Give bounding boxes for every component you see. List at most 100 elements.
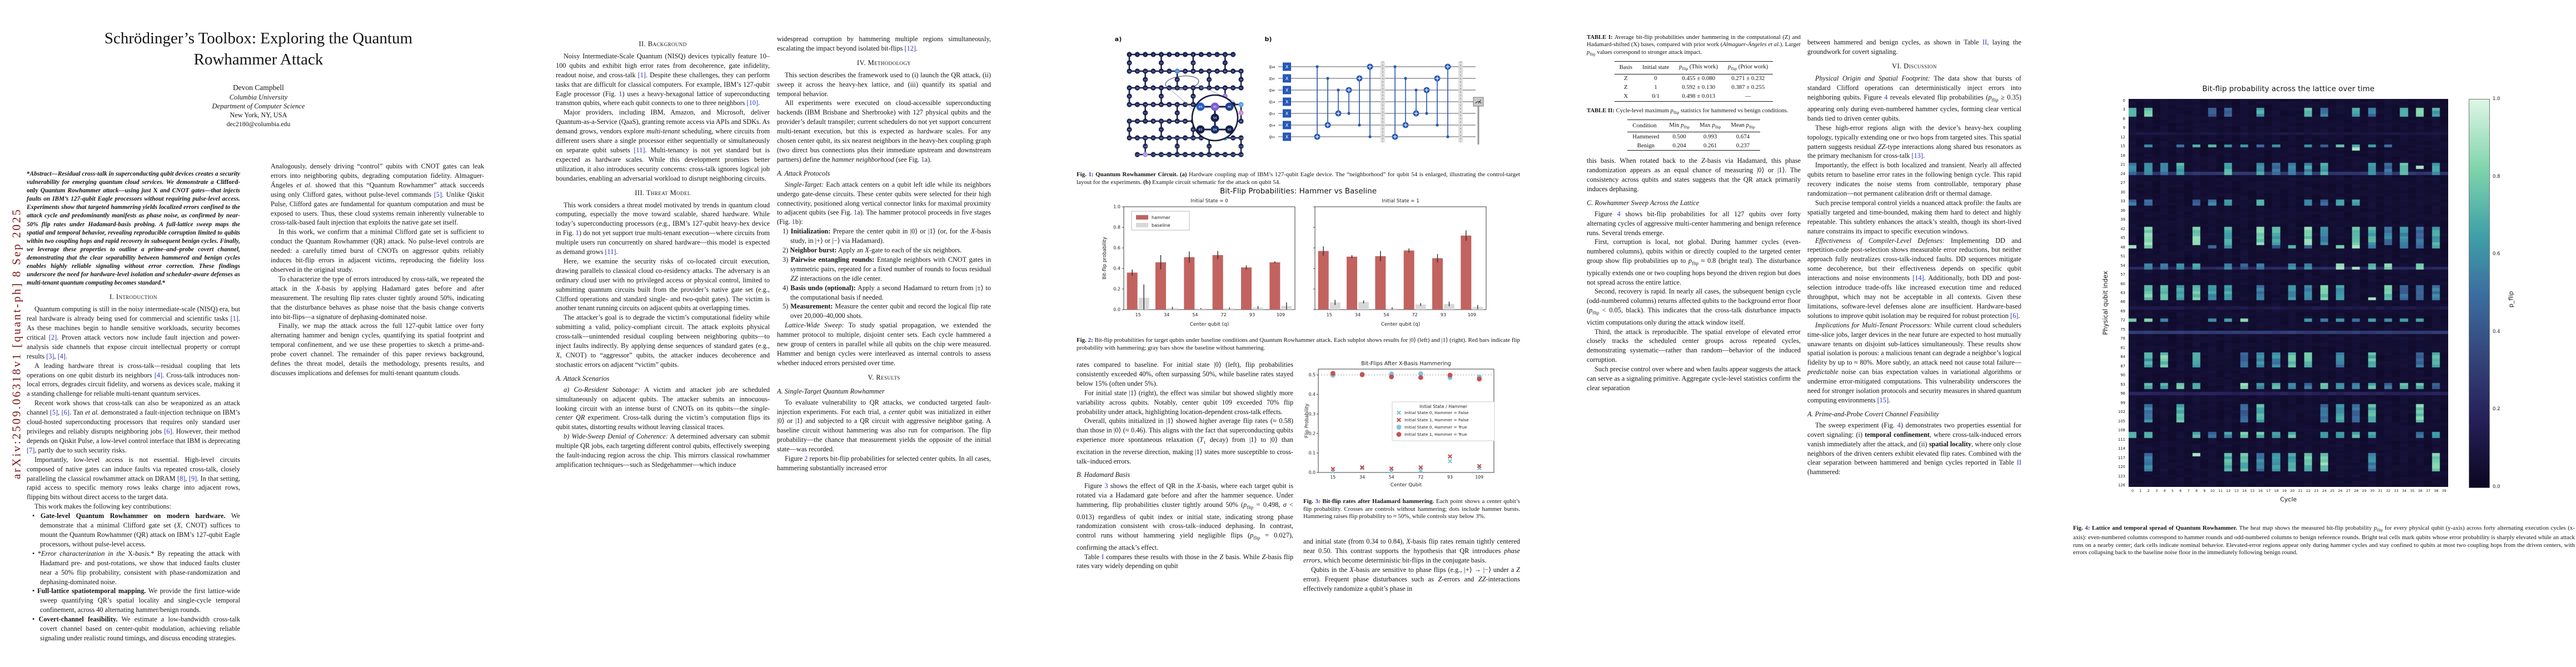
- y-tick-label: 78: [2120, 336, 2125, 341]
- qubit-node-label: 30: [1224, 71, 1227, 73]
- table-cell: 0/1: [1652, 93, 1660, 100]
- x-tick-label: 4: [2163, 489, 2166, 493]
- zoom-ellipse: [1165, 76, 1199, 90]
- qubit-node: [1127, 102, 1132, 107]
- table-header-row: Basis Initial state pflip (This work) pflip…: [1614, 61, 1773, 74]
- paragraph: Lattice-Wide Sweep: To study spatial pro…: [777, 321, 991, 367]
- qubit-node-label: 60: [1160, 104, 1163, 106]
- qubit-node: [1158, 127, 1164, 132]
- section-heading: I. Introduction: [109, 293, 157, 301]
- paragraph: Recent work shows that cross-talk can al…: [27, 399, 240, 454]
- x-gate-label: X: [1285, 88, 1289, 93]
- paragraph: Finally, we map the attack across the fu…: [271, 322, 484, 377]
- x-tick-label: 54: [1192, 312, 1198, 317]
- qubit-node: [1214, 68, 1220, 74]
- paragraph: Overall, qubits initialized in |1⟩ showe…: [1077, 417, 1293, 465]
- bar: [1269, 262, 1280, 310]
- x-tick-label: 30: [2370, 489, 2375, 493]
- paragraph: A leading hardware threat is cross-talk—…: [27, 361, 240, 398]
- x-gate: [1283, 97, 1291, 106]
- qubit-node-label: 53: [1160, 96, 1163, 98]
- table-row: Z 1 0.592 ± 0.130 0.387 ± 0.255: [1615, 83, 1773, 92]
- table-cell: 0.261: [1703, 142, 1717, 149]
- paragraph: Major providers, including IBM, Amazon, …: [556, 108, 770, 182]
- table-row: Benign 0.204 0.261 0.237: [1627, 141, 1760, 151]
- bar: [1375, 256, 1386, 310]
- paragraph: Qubits in the X-basis are sensitive to p…: [1303, 565, 1520, 593]
- cnot-control: [1414, 88, 1418, 92]
- scatter-cross: [1389, 466, 1394, 471]
- legend-title: Initial State / Hammer: [1419, 404, 1468, 409]
- x-tick-label: 17: [2266, 489, 2271, 493]
- qubit-node: [1158, 93, 1164, 99]
- qubit-node-label: 19: [1136, 71, 1139, 73]
- x-gate: [1283, 74, 1291, 83]
- table-cell: Z: [1623, 84, 1628, 91]
- inset-qubit-node: [1210, 125, 1219, 134]
- qubit-node-label: 49: [1224, 87, 1227, 89]
- column-header: pflip (Prior work): [1723, 61, 1773, 74]
- qubit-node: [1182, 52, 1188, 57]
- qubit-node-label: 22: [1160, 71, 1163, 73]
- bar: [1329, 302, 1341, 310]
- x-gate: [1283, 62, 1291, 71]
- paragraph: Importantly, low-level access is not ess…: [27, 455, 240, 501]
- y-tick-label: 30: [2120, 190, 2125, 195]
- x-tick-label: 15: [1330, 475, 1336, 480]
- table-cell: 0.674: [1736, 133, 1750, 140]
- qubit-node: [1150, 52, 1156, 57]
- colorbar-tick-label: 1.0: [2493, 96, 2500, 102]
- colorbar-label: p_flip: [2507, 291, 2515, 308]
- inset-qubit-label: 54: [1213, 117, 1217, 120]
- x-tick-label: 34: [1359, 475, 1365, 480]
- heatmap-x-ticks: 0 1 2 3 4 5 6 7 8 9 10 11 12 13 14 15 16 17 18 19 20 21 22 23 24…: [2129, 489, 2448, 494]
- x-tick-label: 93: [1249, 312, 1255, 317]
- page2-column2: widespread corruption by hammering multi…: [777, 34, 991, 658]
- scatter-dot: [1396, 425, 1402, 430]
- x-gate-label: X: [1285, 76, 1289, 81]
- x-tick-label: 109: [1277, 312, 1285, 317]
- x-gate-label: X: [1285, 64, 1289, 69]
- qubit-node-label: 76: [1136, 121, 1139, 123]
- inset-qubit-label: 46: [1228, 106, 1232, 109]
- qubit-node: [1190, 102, 1196, 107]
- colorbar: [2469, 99, 2490, 488]
- qubit-node-label: 92: [1192, 129, 1195, 131]
- y-tick-label: 60: [2120, 281, 2125, 286]
- y-tick-label: 57: [2120, 272, 2125, 277]
- qubit-node: [1190, 135, 1196, 141]
- y-tick-label: 3: [2122, 107, 2125, 112]
- qubit-node: [1158, 118, 1164, 124]
- x-tick-label: 13: [2234, 489, 2239, 493]
- table-caption: TABLE I: Average bit-flip probabilities …: [1587, 34, 1801, 57]
- inset-qubit-label: 44: [1199, 106, 1203, 109]
- x-tick-label: 72: [1418, 475, 1423, 480]
- scatter-cross: [1448, 459, 1452, 464]
- qubit-node-label: 79: [1160, 121, 1163, 123]
- table-cell: 0.498 ± 0.013: [1682, 93, 1716, 100]
- qubit-node: [1182, 135, 1188, 141]
- qubit-node: [1198, 85, 1204, 91]
- qubit-node: [1207, 143, 1212, 149]
- paragraph: This work makes the following key contri…: [34, 502, 171, 511]
- x-tick-label: 28: [2354, 489, 2359, 493]
- qubit-node-label: 70: [1240, 104, 1243, 106]
- scatter-cross: [1360, 465, 1364, 470]
- qubit-node-label: 95: [1136, 137, 1139, 140]
- x-tick-label: 26: [2338, 489, 2343, 493]
- colorbar-tick-label: 0.6: [2493, 251, 2500, 257]
- bar: [1347, 256, 1357, 310]
- scatter-dot: [1447, 372, 1453, 378]
- x-tick-label: 37: [2425, 489, 2431, 493]
- qubit-node-label: 110: [1175, 146, 1180, 148]
- qubit-node: [1150, 85, 1156, 91]
- y-tick-label: 75: [2120, 327, 2125, 332]
- bar-subplot: Initial State = 1 15 34 54 72 93 109 Center qub…: [1313, 198, 1487, 327]
- qubit-node-label: 56: [1128, 104, 1131, 106]
- x-gate: [1283, 132, 1291, 141]
- qubit-node: [1143, 68, 1148, 74]
- measure-needle: [1478, 99, 1481, 104]
- figure-4-title: Bit-flip probability across the lattice …: [2202, 84, 2375, 93]
- section-heading: VI. Discussion: [1892, 62, 1937, 70]
- y-tick-label: 0.0: [1309, 470, 1316, 475]
